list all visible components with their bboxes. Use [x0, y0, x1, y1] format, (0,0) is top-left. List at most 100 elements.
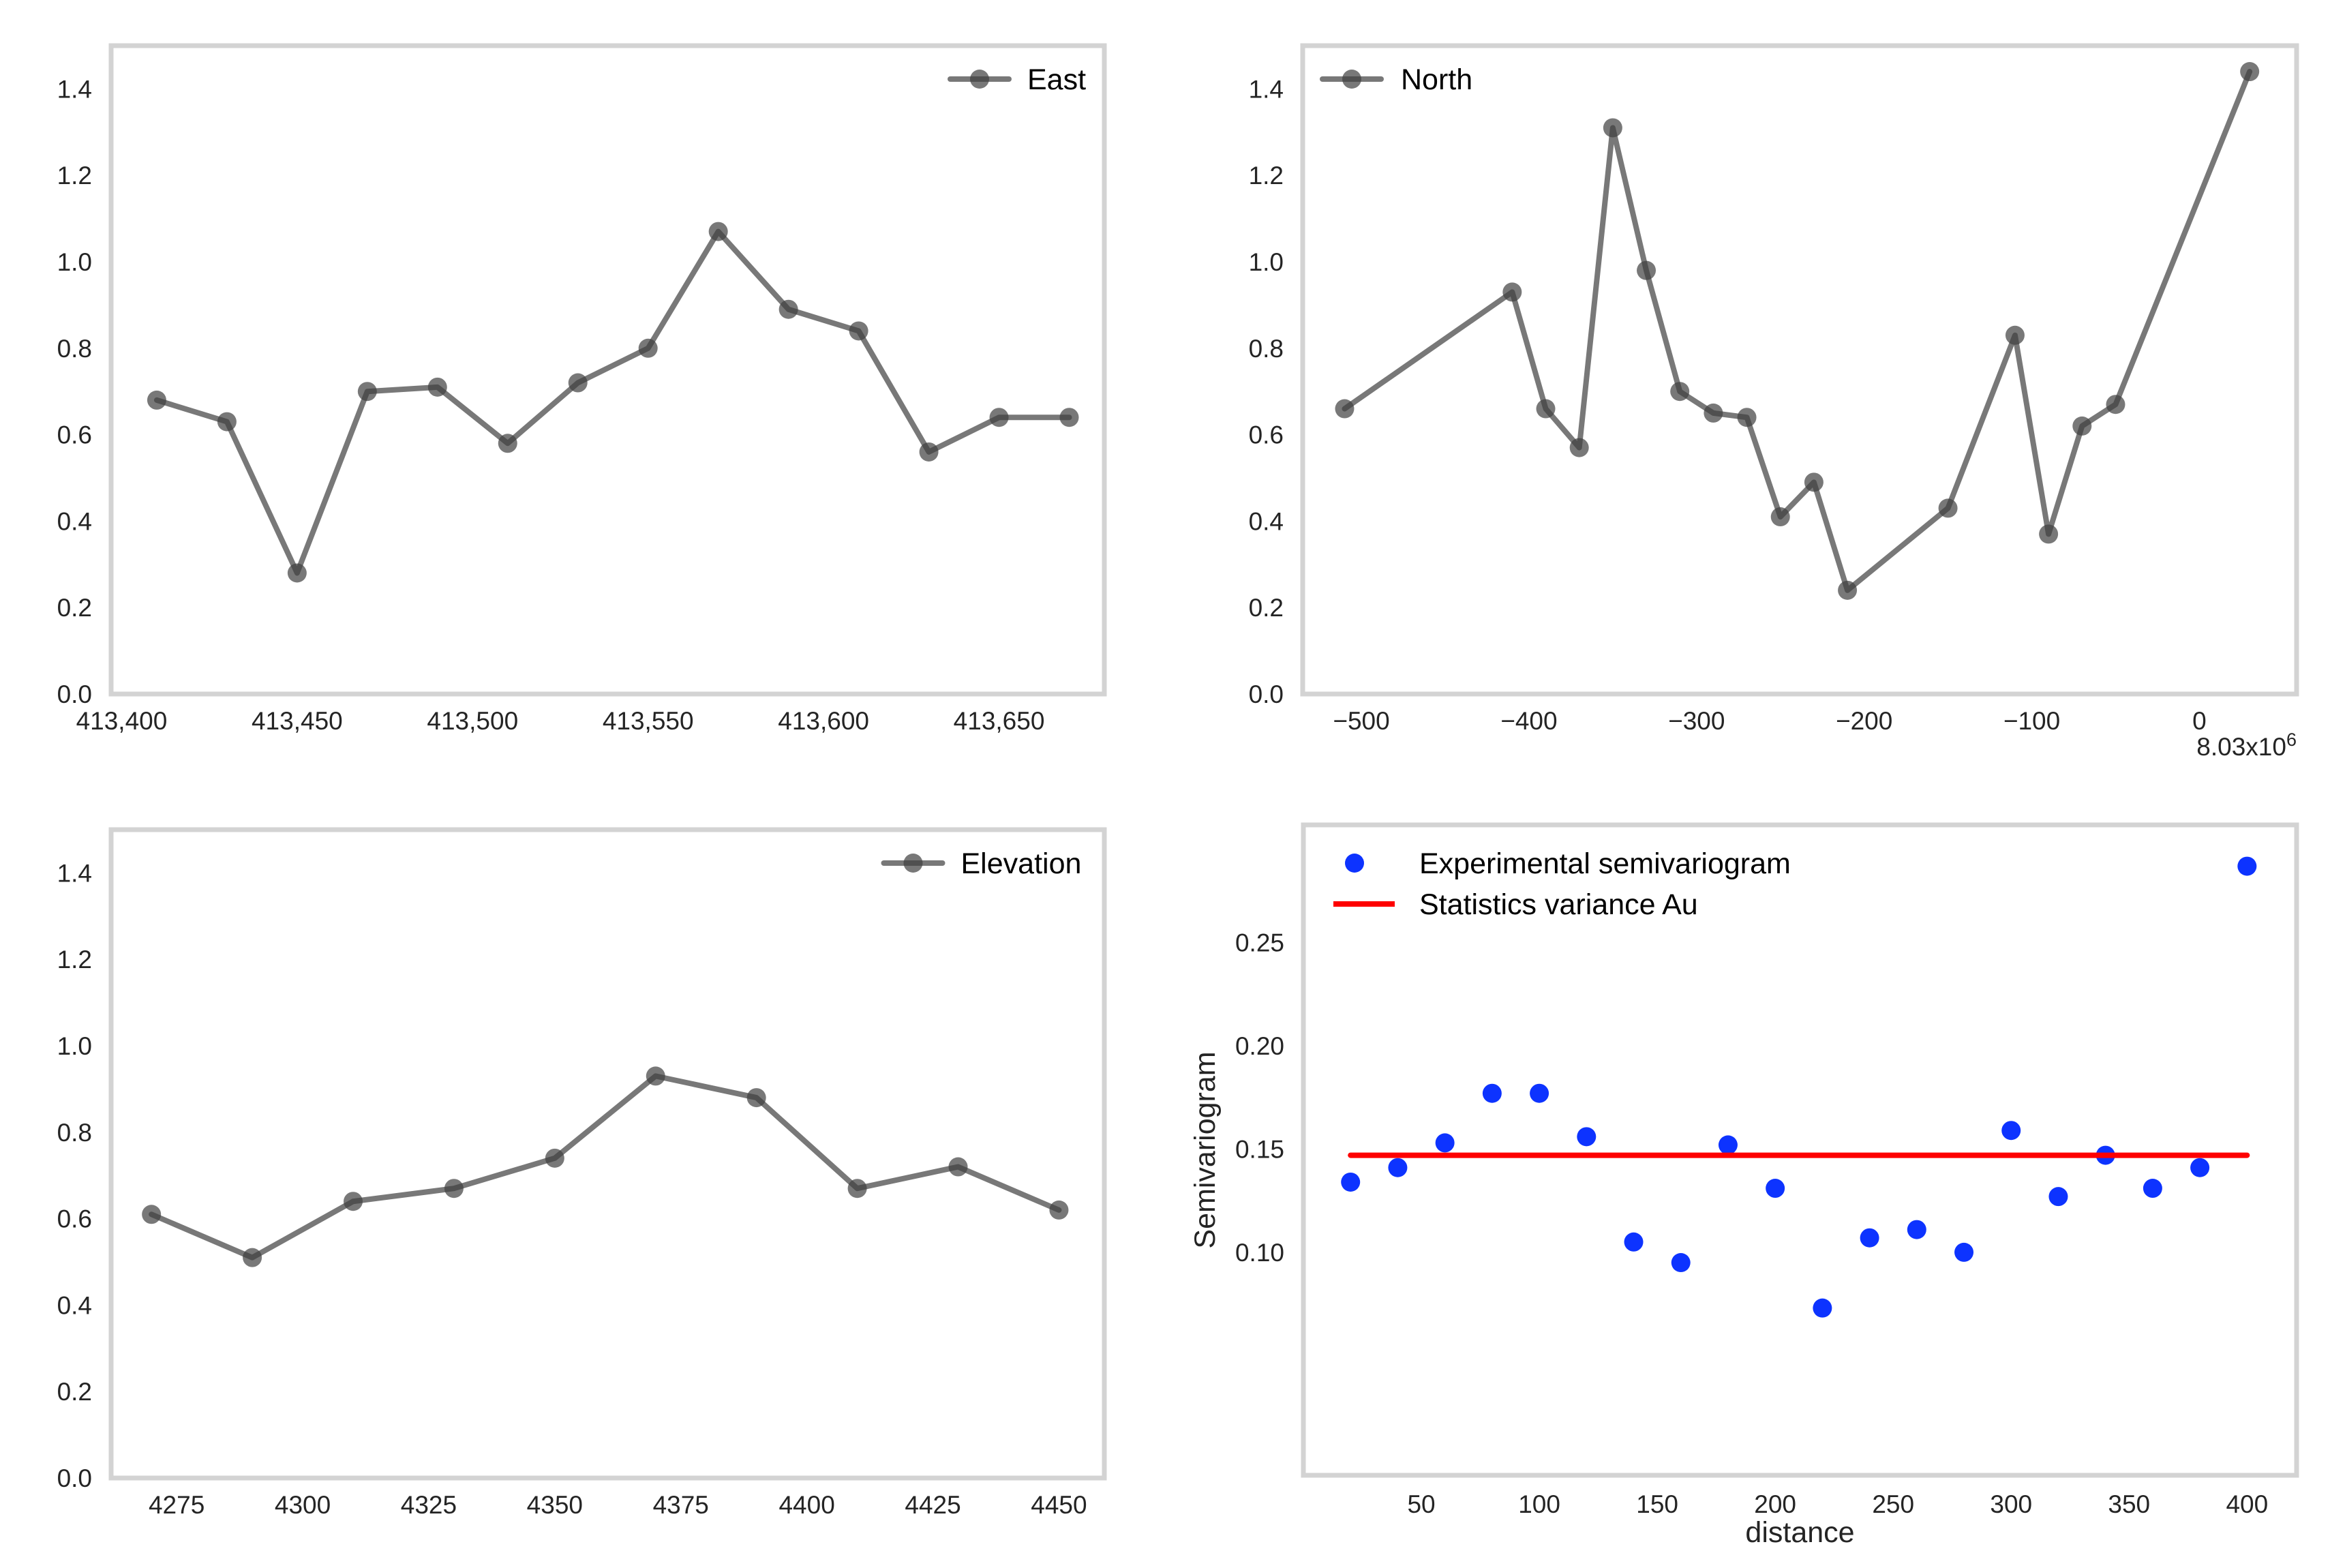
x-tick-label: 350: [2108, 1490, 2150, 1518]
legend-item[interactable]: Elevation: [881, 847, 1082, 880]
plot-border: [1301, 822, 2299, 1478]
data-point[interactable]: [1907, 1220, 1926, 1239]
data-point[interactable]: [1766, 1179, 1785, 1198]
data-point[interactable]: [344, 1192, 363, 1211]
data-point[interactable]: [1603, 118, 1622, 138]
data-point[interactable]: [2072, 416, 2092, 436]
y-tick-label: 1.0: [57, 248, 92, 276]
y-tick-label: 1.2: [57, 162, 92, 190]
x-tick-label: 4325: [401, 1491, 457, 1519]
data-point[interactable]: [243, 1248, 262, 1267]
legend-label: Experimental semivariogram: [1419, 847, 1791, 880]
x-tick-label: 150: [1636, 1490, 1678, 1518]
data-point[interactable]: [1838, 580, 1858, 600]
data-point[interactable]: [778, 299, 798, 319]
y-tick-label: 0.6: [57, 1205, 92, 1233]
data-point[interactable]: [1718, 1135, 1738, 1155]
data-point[interactable]: [1737, 408, 1757, 427]
plot-svg-north: −500 −400 −300 −200 −100 0 0.0 0.2 0.4 0.6 0.8 1.0 1…: [1249, 43, 2299, 761]
x-tick-label: 300: [1990, 1490, 2032, 1518]
data-point[interactable]: [1624, 1232, 1644, 1252]
legend-marker-icon: [970, 70, 989, 89]
data-point[interactable]: [1770, 507, 1790, 527]
data-point[interactable]: [427, 377, 447, 397]
data-point[interactable]: [545, 1148, 564, 1168]
data-point[interactable]: [217, 412, 237, 432]
data-point[interactable]: [1704, 403, 1723, 423]
data-point[interactable]: [708, 222, 728, 241]
data-point[interactable]: [1341, 1172, 1361, 1192]
data-point[interactable]: [1577, 1127, 1597, 1147]
data-point[interactable]: [2190, 1158, 2210, 1177]
data-point[interactable]: [568, 373, 588, 393]
data-point[interactable]: [1059, 408, 1079, 427]
y-tick-label: 0.8: [57, 335, 92, 363]
legend-item[interactable]: Statistics variance Au: [1333, 888, 1698, 921]
y-tick-label: 1.4: [57, 75, 92, 103]
x-tick-label: 0: [2192, 707, 2207, 735]
y-tick-label: 0.6: [1249, 421, 1284, 449]
data-point[interactable]: [1804, 472, 1824, 492]
x-tick-label: 4400: [778, 1491, 834, 1519]
data-point[interactable]: [498, 434, 517, 453]
legend-item[interactable]: Experimental semivariogram: [1345, 847, 1791, 880]
x-tick-label: 413,650: [954, 707, 1045, 735]
data-point[interactable]: [1813, 1298, 1832, 1318]
data-point[interactable]: [2143, 1179, 2162, 1198]
y-tick-label: 0.8: [1249, 335, 1284, 363]
data-point[interactable]: [1502, 282, 1522, 302]
plot-svg-elevation: 4275 4300 4325 4350 4375 4400 4425 4450 0.0 0.2 0.…: [57, 827, 1107, 1519]
data-point[interactable]: [1536, 399, 1556, 419]
data-point[interactable]: [849, 321, 868, 341]
y-tick-label: 0.4: [57, 1291, 92, 1319]
x-tick-label: 4300: [275, 1491, 331, 1519]
x-tick-label: −200: [1836, 707, 1892, 735]
x-tick-label: 413,400: [76, 707, 168, 735]
data-point[interactable]: [142, 1205, 162, 1224]
data-point[interactable]: [2237, 856, 2257, 876]
y-tick-label: 0.15: [1235, 1135, 1284, 1163]
data-point[interactable]: [1335, 399, 1355, 419]
data-point[interactable]: [357, 382, 377, 402]
y-tick-label: 1.2: [57, 946, 92, 974]
data-point[interactable]: [919, 442, 939, 462]
legend-item[interactable]: North: [1320, 63, 1472, 96]
y-tick-label: 0.0: [1249, 680, 1284, 708]
data-point[interactable]: [1954, 1242, 1974, 1262]
data-point[interactable]: [1482, 1083, 1502, 1103]
data-point[interactable]: [287, 563, 307, 583]
data-point[interactable]: [989, 408, 1009, 427]
x-tick-label: 100: [1518, 1490, 1560, 1518]
data-point[interactable]: [2039, 524, 2059, 544]
data-point[interactable]: [646, 1066, 665, 1086]
data-point[interactable]: [1860, 1228, 1879, 1248]
data-point[interactable]: [948, 1157, 968, 1177]
data-point[interactable]: [2240, 62, 2260, 82]
legend-item[interactable]: East: [948, 63, 1086, 96]
data-point[interactable]: [1637, 260, 1656, 280]
data-point[interactable]: [444, 1179, 464, 1198]
data-point[interactable]: [1049, 1200, 1069, 1220]
data-point[interactable]: [2005, 325, 2025, 345]
data-point[interactable]: [1670, 382, 1690, 402]
x-tick-label: −400: [1500, 707, 1557, 735]
data-point[interactable]: [1530, 1083, 1549, 1103]
data-point[interactable]: [638, 338, 658, 358]
plot-border: [108, 43, 1107, 697]
y-tick-label: 0.25: [1235, 929, 1284, 957]
data-point[interactable]: [1569, 438, 1589, 457]
data-point[interactable]: [1435, 1133, 1455, 1153]
data-point[interactable]: [847, 1179, 867, 1198]
data-point[interactable]: [1938, 498, 1958, 518]
data-point[interactable]: [147, 390, 166, 410]
data-point[interactable]: [1388, 1158, 1408, 1177]
data-point[interactable]: [2001, 1121, 2021, 1141]
data-point[interactable]: [2048, 1187, 2068, 1207]
x-tick-label: 4375: [653, 1491, 709, 1519]
data-point[interactable]: [746, 1088, 766, 1108]
data-point[interactable]: [1671, 1253, 1691, 1273]
data-point[interactable]: [2106, 395, 2125, 414]
series-line-elevation: [149, 1073, 1062, 1261]
plot-svg-east: 413,400 413,450 413,500 413,550 413,600 413,6…: [57, 43, 1107, 735]
chart-semivariogram: 50 100 150 200 250 300 350 400 0.10 0.15 0.20 0.25 d…: [1165, 784, 2330, 1568]
